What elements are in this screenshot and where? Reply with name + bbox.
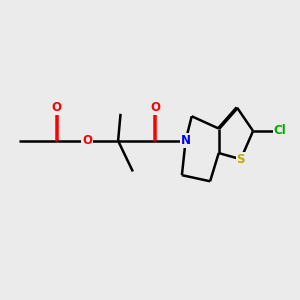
Text: O: O xyxy=(82,134,92,147)
Text: S: S xyxy=(236,153,245,166)
Text: O: O xyxy=(150,101,160,114)
Text: O: O xyxy=(52,101,62,114)
Text: N: N xyxy=(181,134,190,147)
Text: Cl: Cl xyxy=(274,124,286,137)
